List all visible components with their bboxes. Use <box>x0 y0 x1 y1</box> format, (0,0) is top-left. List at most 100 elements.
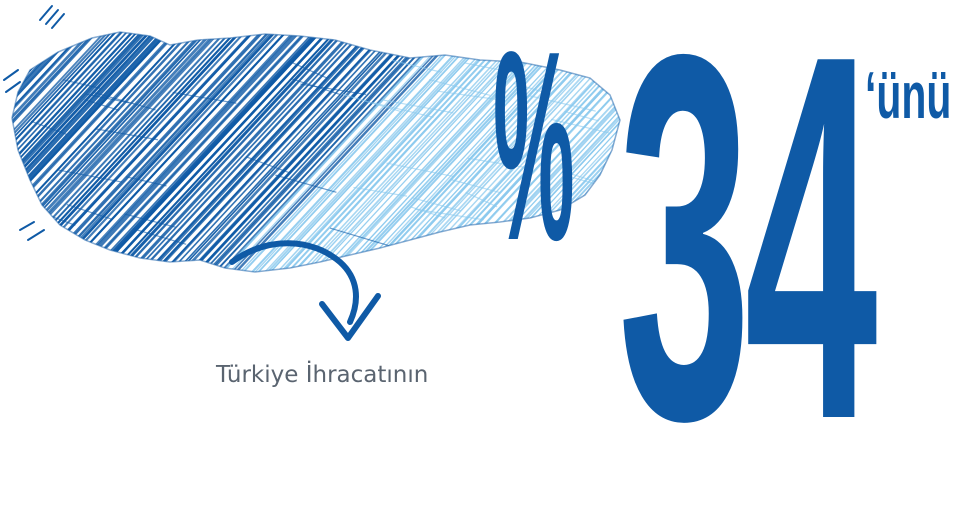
hatch-cross-stroke <box>383 99 454 114</box>
hatch-stroke <box>209 32 471 272</box>
hatch-stroke <box>12 32 179 272</box>
hatch-stroke <box>12 32 104 272</box>
hatch-cross-stroke <box>564 110 600 122</box>
hatch-stroke <box>182 32 445 272</box>
hatch-stroke <box>12 32 124 272</box>
hatch-stroke <box>89 32 352 272</box>
hatch-cross-stroke <box>528 94 596 112</box>
hatch-stroke <box>12 32 82 272</box>
hatch-cross-stroke <box>372 102 434 118</box>
hatch-stroke <box>113 32 375 272</box>
hatch-cross-stroke <box>57 169 123 183</box>
hatch-stroke <box>94 32 357 272</box>
hatch-stroke <box>188 32 450 272</box>
hatch-stroke <box>213 32 475 272</box>
hatch-cross-stroke <box>465 191 498 208</box>
hatch-cross-stroke <box>124 213 176 228</box>
hatch-stroke <box>12 32 117 272</box>
hatch-stroke <box>12 32 214 272</box>
hatch-stroke <box>108 32 370 272</box>
hatch-stroke <box>12 32 155 272</box>
hatch-stroke <box>12 32 97 272</box>
hatch-cross-stroke <box>414 208 484 221</box>
hatch-cross-stroke <box>289 61 328 79</box>
hatch-cross-stroke <box>291 78 341 96</box>
hatch-cross-stroke <box>172 91 237 104</box>
hatch-stroke <box>128 32 391 272</box>
hatch-stroke <box>12 32 109 272</box>
hatch-stroke <box>180 32 443 272</box>
hatch-stroke <box>90 32 353 272</box>
hatch-cross-stroke <box>62 79 101 89</box>
hatch-stroke <box>216 32 479 272</box>
hatch-stroke <box>122 32 385 272</box>
hatch-stroke <box>306 32 568 272</box>
hatch-cross-stroke <box>245 156 291 174</box>
hatch-stroke <box>12 32 181 272</box>
hatch-cross-stroke <box>342 93 402 113</box>
hatch-stroke <box>231 32 494 272</box>
hatch-stroke <box>12 32 121 272</box>
hatch-stroke <box>171 32 433 272</box>
hatch-stroke <box>228 32 490 272</box>
hatch-stroke <box>300 32 562 272</box>
hatch-cross-stroke <box>449 178 501 194</box>
hatch-stroke <box>12 32 220 272</box>
hatch-stroke <box>238 32 500 272</box>
hatch-cross-stroke <box>436 90 496 100</box>
hatch-stroke <box>250 32 513 272</box>
hatch-stroke <box>12 32 203 272</box>
hatch-stroke <box>12 32 216 272</box>
hatch-cross-stroke <box>96 128 159 141</box>
hatch-cross-stroke <box>353 186 408 197</box>
hatch-stroke <box>163 32 426 272</box>
hatch-stroke <box>12 32 139 272</box>
hatch-stroke <box>194 32 457 272</box>
hatch-stroke <box>12 32 88 272</box>
hatch-stroke <box>143 32 405 272</box>
hatch-stroke <box>12 32 198 272</box>
hatch-cross-stroke <box>30 120 67 135</box>
hatch-cross-stroke <box>132 228 187 245</box>
hatch-stroke <box>12 32 128 272</box>
hatch-stroke <box>240 32 503 272</box>
hatch-cross-stroke <box>86 93 130 104</box>
percent-sign: % <box>493 0 575 297</box>
hatch-stroke <box>12 32 210 272</box>
hatch-cross-stroke <box>84 99 120 111</box>
turkey-map-icon <box>3 5 621 273</box>
hatch-cross-stroke <box>550 118 610 134</box>
hatch-stroke <box>120 32 382 272</box>
hatch-cross-stroke <box>392 59 442 73</box>
hatch-stroke <box>12 32 229 272</box>
hatch-cross-stroke <box>467 157 534 170</box>
hatch-cross-stroke <box>66 204 112 220</box>
caption-text: Türkiye İhracatının <box>216 362 429 388</box>
hatch-stroke <box>303 32 566 272</box>
curved-arrow-icon <box>229 240 381 341</box>
hatch-stroke <box>12 32 170 272</box>
hatch-stroke <box>101 32 363 272</box>
hatch-stroke <box>12 32 225 272</box>
hatch-cross-stroke <box>125 176 167 187</box>
hatch-stroke <box>12 32 85 272</box>
hatch-stroke <box>256 32 518 272</box>
hatch-stroke <box>12 32 190 272</box>
hatch-cross-stroke <box>411 197 461 212</box>
hatch-stroke <box>12 32 158 272</box>
hatch-stroke <box>294 32 556 272</box>
hatch-cross-stroke <box>428 78 491 96</box>
infographic: Türkiye İhracatının % 34 ‘ünü <box>3 0 951 498</box>
hatch-stroke <box>261 32 523 272</box>
hatch-stroke <box>12 32 107 272</box>
hatch-cross-stroke <box>275 174 337 193</box>
hatch-stroke <box>243 32 505 272</box>
hatch-stroke <box>273 32 535 272</box>
hatch-stroke <box>137 32 399 272</box>
hatch-stroke <box>12 32 162 272</box>
hatch-cross-stroke <box>513 82 548 94</box>
hatch-cross-stroke <box>464 62 526 76</box>
hatch-cross-stroke <box>329 227 390 247</box>
hatch-stroke <box>148 32 411 272</box>
hatch-stroke <box>12 32 95 272</box>
